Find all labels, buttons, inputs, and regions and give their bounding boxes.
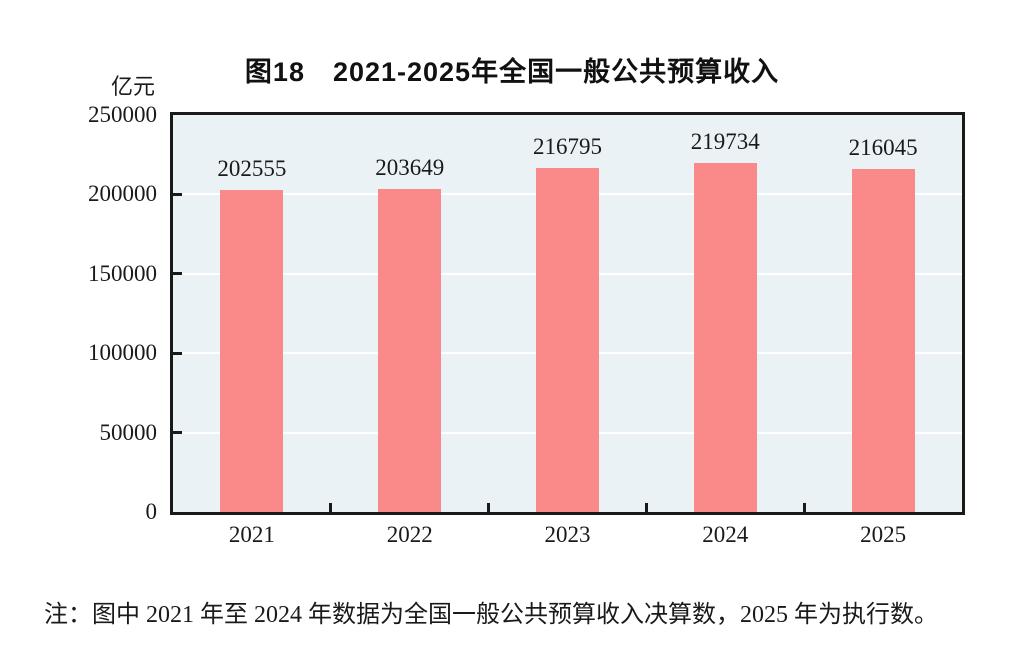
plot-area: 202555 203649 216795 219734 216045 [170,112,965,515]
x-axis-tick-mark [644,503,648,512]
bar-value-label: 216045 [848,134,918,160]
y-tick-label: 150000 [88,260,157,286]
bar-2025 [851,168,915,512]
y-axis-tick-labels: 0 50000 100000 150000 200000 250000 [0,102,158,524]
x-axis-tick-mark [487,503,491,512]
y-tick-label: 250000 [88,102,157,127]
x-axis-tick-mark [802,503,806,512]
bar-value-label: 203649 [375,154,445,180]
bar-value-label: 202555 [217,156,287,182]
y-axis-unit-label: 亿元 [110,74,155,99]
y-axis-tick-mark [173,192,182,196]
y-tick-label: 100000 [88,340,157,366]
x-tick-label: 2024 [702,522,749,547]
y-axis-tick-mark [173,431,182,435]
y-axis-tick-mark [173,272,182,276]
bar-value-label: 219734 [690,129,760,155]
x-axis-tick-labels: 2021 2022 2023 2024 2025 [170,521,965,553]
bar-2023 [536,167,599,512]
bar-2024 [693,163,757,512]
x-tick-label: 2021 [228,522,275,547]
y-axis-tick-mark [173,351,182,355]
y-tick-label: 0 [145,499,158,524]
bar-2022 [378,188,442,512]
y-tick-label: 50000 [99,419,158,445]
x-tick-label: 2022 [386,522,433,547]
footnote: 注：图中 2021 年至 2024 年数据为全国一般公共预算收入决算数，2025… [44,602,938,628]
x-tick-label: 2025 [860,522,907,547]
y-tick-label: 200000 [88,181,157,207]
chart-title: 图18 2021-2025年全国一般公共预算收入 [244,57,780,87]
bar-2021 [220,190,284,512]
x-axis-tick-mark [329,503,333,512]
x-tick-label: 2023 [544,522,591,547]
bar-value-label: 216795 [533,133,602,159]
